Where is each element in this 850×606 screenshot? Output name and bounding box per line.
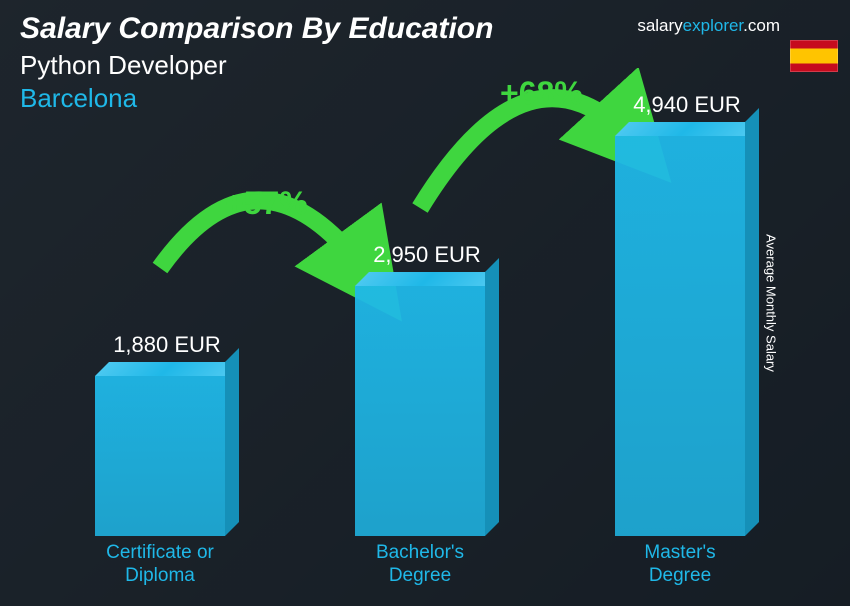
- bar-value: 2,950 EUR: [362, 242, 492, 268]
- brand-suffix: .com: [743, 16, 780, 35]
- bar-label: Certificate or Diploma: [60, 541, 260, 589]
- chart-area: 1,880 EUR Certificate or Diploma 2,950 E…: [40, 68, 790, 588]
- bar-masters: 4,940 EUR: [615, 136, 745, 536]
- brand-logo: salaryexplorer.com: [637, 16, 780, 36]
- bar-label: Master's Degree: [580, 541, 780, 589]
- bar-value: 1,880 EUR: [102, 332, 232, 358]
- bar-certificate: 1,880 EUR: [95, 376, 225, 536]
- bar-bachelors: 2,950 EUR: [355, 286, 485, 536]
- bar-label: Bachelor's Degree: [320, 541, 520, 589]
- brand-prefix: salary: [637, 16, 682, 35]
- increase-label-2: +68%: [500, 75, 583, 112]
- chart-title: Salary Comparison By Education: [20, 12, 493, 46]
- spain-flag-icon: [790, 40, 838, 72]
- bar-value: 4,940 EUR: [622, 92, 752, 118]
- brand-mid: explorer: [683, 16, 743, 35]
- increase-label-1: +57%: [225, 185, 308, 222]
